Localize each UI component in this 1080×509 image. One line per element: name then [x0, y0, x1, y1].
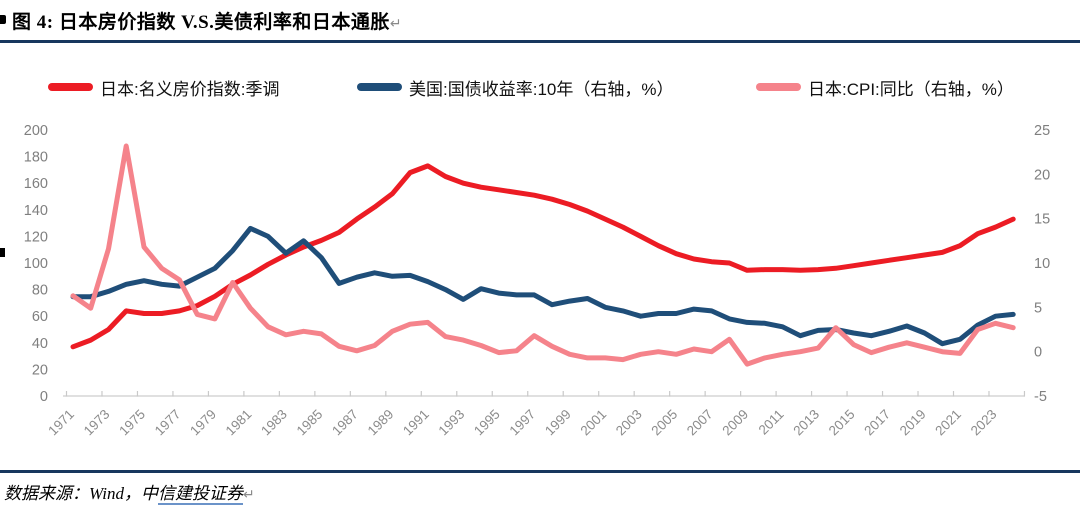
x-axis-label: 2005 [648, 407, 680, 439]
bottom-separator [0, 470, 1080, 473]
legend-item-japan-cpi: 日本:CPI:同比（右轴，%） [756, 74, 1014, 100]
legend-item-house-price-index: 日本:名义房价指数:季调 [48, 74, 279, 100]
right-axis-label: 15 [1034, 212, 1050, 228]
x-axis-label: 1973 [81, 407, 113, 439]
x-axis-label: 2011 [756, 407, 787, 438]
right-axis-label: 10 [1034, 256, 1050, 272]
x-axis-label: 1995 [471, 407, 503, 439]
right-axis-label: -5 [1034, 389, 1047, 405]
paragraph-mark-icon: ↵ [389, 16, 403, 32]
x-axis-label: 2001 [577, 407, 609, 439]
legend-item-us-treasury-yield: 美国:国债收益率:10年（右轴，%） [357, 74, 673, 100]
left-axis-label: 160 [24, 176, 48, 192]
chart-legend: 日本:名义房价指数:季调 美国:国债收益率:10年（右轴，%） 日本:CPI:同… [0, 74, 1080, 100]
x-axis-label: 1991 [400, 407, 432, 439]
line-chart: 1971 1973 1975 1977 1979 1981 1983 1985 1987 1989… [0, 110, 1080, 470]
right-axis-label: 25 [1034, 123, 1050, 139]
x-axis-label: 2007 [684, 407, 716, 439]
x-axis-label: 1997 [507, 407, 539, 439]
x-axis-label: 1971 [45, 407, 77, 439]
x-axis-label: 2013 [790, 407, 822, 439]
top-separator [0, 40, 1080, 43]
left-axis-label: 40 [32, 336, 48, 352]
x-axis-label: 1993 [436, 407, 468, 439]
x-axis-label: 2017 [861, 407, 893, 439]
left-axis-label: 0 [40, 389, 48, 405]
x-axis-label: 2015 [826, 407, 858, 439]
figure-title: 图 4: 日本房价指数 V.S.美债利率和日本通胀↵ [12, 7, 402, 34]
legend-label: 日本:名义房价指数:季调 [100, 79, 280, 99]
data-source-note: 数据来源：Wind，中信建投证券↵ [4, 479, 255, 505]
x-axis-label: 2019 [897, 407, 929, 439]
source-text: 数据来源：Wind，中 [4, 484, 158, 503]
legend-label: 美国:国债收益率:10年（右轴，%） [409, 79, 674, 99]
figure-title-text: 图 4: 日本房价指数 V.S.美债利率和日本通胀 [12, 12, 390, 33]
left-axis-label: 20 [32, 362, 48, 378]
x-axis-label: 1977 [152, 407, 184, 439]
legend-label: 日本:CPI:同比（右轴，%） [808, 79, 1014, 99]
left-axis-label: 80 [32, 283, 48, 299]
right-axis-label: 20 [1034, 167, 1050, 183]
x-axis-label: 1989 [365, 407, 397, 439]
x-axis-label: 1983 [258, 407, 290, 439]
blue-line-swatch-icon [357, 83, 402, 91]
source-link[interactable]: 信建投证券 [157, 484, 243, 505]
series-line-us-10y-treasury-yield [70, 225, 1016, 347]
left-axis-label: 200 [24, 123, 48, 139]
right-axis-label: 5 [1034, 300, 1042, 316]
x-axis-label: 1981 [223, 407, 255, 439]
x-axis-label: 1975 [116, 407, 148, 439]
right-axis-label: 0 [1034, 345, 1042, 361]
x-axis-label: 1987 [329, 407, 361, 439]
x-axis-label: 2021 [932, 407, 964, 439]
x-axis-label: 2009 [719, 407, 751, 439]
left-axis-label: 120 [24, 229, 48, 245]
chart-canvas: 1971 1973 1975 1977 1979 1981 1983 1985 1987 1989… [24, 123, 1050, 439]
x-axis-label: 1979 [187, 407, 219, 439]
left-axis-label: 140 [24, 203, 48, 219]
paragraph-mark-icon: ↵ [242, 487, 255, 503]
margin-artifact-mark [0, 248, 5, 257]
series-line-japan-cpi-yoy [70, 143, 1016, 367]
left-axis-label: 60 [32, 309, 48, 325]
x-axis-label: 2003 [613, 407, 645, 439]
x-axis-label: 1985 [294, 407, 326, 439]
list-bullet-icon [0, 15, 6, 24]
red-line-swatch-icon [48, 83, 93, 91]
left-axis-label: 180 [24, 150, 48, 166]
pink-line-swatch-icon [756, 83, 801, 91]
x-axis-label: 1999 [542, 407, 574, 439]
figure-header: 图 4: 日本房价指数 V.S.美债利率和日本通胀↵ [0, 7, 1080, 37]
left-axis-label: 100 [24, 256, 48, 272]
x-axis-label: 2023 [968, 407, 1000, 439]
